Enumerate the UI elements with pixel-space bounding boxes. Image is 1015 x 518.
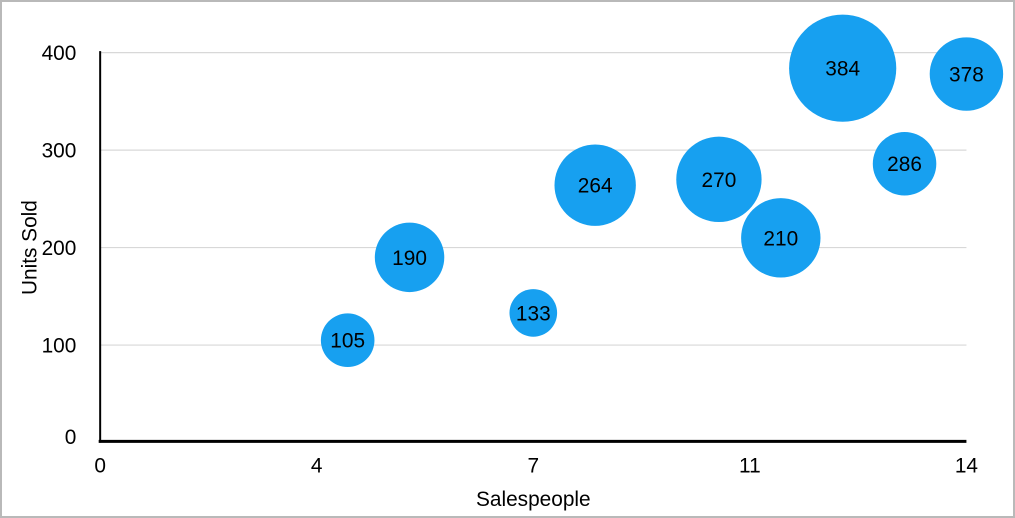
bubble-378: [929, 37, 1004, 111]
x-tick-label-11: 11: [739, 454, 761, 477]
y-tick-label-300: 300: [42, 140, 77, 163]
x-axis-title: Salespeople: [476, 488, 591, 511]
bubble-286: [872, 131, 937, 196]
bubble-label-378: 378: [949, 63, 984, 86]
bubble-384: [789, 14, 897, 122]
x-tick-label-4: 4: [311, 454, 323, 477]
bubble-105: [320, 313, 375, 367]
bubble-190: [374, 222, 445, 293]
bubble-label-105: 105: [330, 330, 365, 353]
bubble-label-133: 133: [516, 302, 551, 325]
bubble-210: [741, 198, 821, 278]
y-tick-label-0: 0: [65, 426, 77, 449]
bubble-label-384: 384: [825, 58, 860, 81]
y-tick-label-200: 200: [42, 237, 77, 260]
bubble-133: [509, 289, 558, 337]
x-tick-label-7: 7: [528, 454, 540, 477]
bubble-label-270: 270: [702, 169, 737, 192]
bubble-264: [554, 144, 636, 226]
y-tick-label-100: 100: [42, 335, 77, 358]
bubble-label-286: 286: [887, 153, 922, 176]
bubble-label-264: 264: [578, 175, 613, 198]
x-tick-label-14: 14: [955, 454, 978, 477]
y-axis-title: Units Sold: [19, 200, 42, 295]
x-tick-label-0: 0: [94, 454, 106, 477]
y-tick-label-400: 400: [42, 42, 77, 65]
bubble-label-210: 210: [763, 227, 798, 250]
bubble-270: [676, 136, 762, 223]
bubble-label-190: 190: [392, 247, 427, 270]
